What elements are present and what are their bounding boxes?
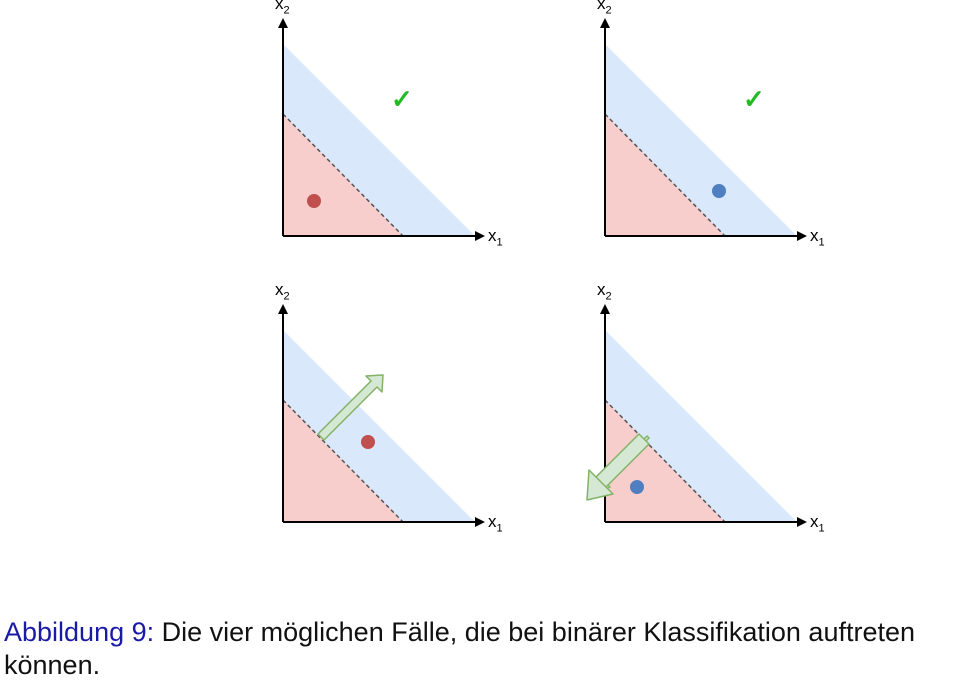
figure-caption: Abbildung 9: Die vier möglichen Fälle, d… — [4, 616, 959, 682]
y-axis-arrowhead — [600, 304, 610, 314]
figure: x2 x1 ✓ x2 x1 ✓ x — [255, 0, 847, 556]
check-icon: ✓ — [743, 84, 765, 114]
decision-boundary — [604, 113, 726, 237]
data-point — [307, 194, 321, 208]
x-axis-arrowhead — [797, 231, 807, 241]
data-point — [361, 435, 375, 449]
y-axis-label: x2 — [275, 280, 290, 303]
x-axis-arrowhead — [475, 517, 485, 527]
x-axis-label: x1 — [810, 512, 825, 535]
caption-text: Die vier möglichen Fälle, die bei binäre… — [4, 617, 916, 680]
move-down-arrow-head — [586, 469, 614, 501]
panel-graphic — [278, 18, 485, 241]
panel-blue-misclassified: x2 x1 — [577, 280, 847, 556]
y-axis-arrowhead — [278, 18, 288, 28]
y-axis-arrowhead — [600, 18, 610, 28]
panel-blue-correct: x2 x1 ✓ — [577, 0, 847, 270]
panel-graphic — [600, 18, 807, 241]
caption-label: Abbildung 9: — [4, 617, 155, 647]
y-axis-label: x2 — [597, 280, 612, 303]
panel-red-misclassified: x2 x1 — [255, 280, 525, 556]
x-axis-label: x1 — [810, 226, 825, 249]
panel-graphic — [278, 304, 485, 527]
data-point — [630, 480, 644, 494]
x-axis-arrowhead — [475, 231, 485, 241]
decision-boundary — [604, 399, 726, 523]
y-axis-label: x2 — [597, 0, 612, 17]
x-axis-label: x1 — [488, 512, 503, 535]
move-up-arrow-icon — [317, 374, 384, 441]
decision-boundary — [282, 113, 404, 237]
y-axis-label: x2 — [275, 0, 290, 17]
panel-graphic — [586, 304, 807, 527]
y-axis-arrowhead — [278, 304, 288, 314]
data-point — [712, 184, 726, 198]
decision-boundary — [282, 399, 404, 523]
x-axis-arrowhead — [797, 517, 807, 527]
x-axis-label: x1 — [488, 226, 503, 249]
panel-red-correct: x2 x1 ✓ — [255, 0, 525, 270]
check-icon: ✓ — [391, 84, 413, 114]
